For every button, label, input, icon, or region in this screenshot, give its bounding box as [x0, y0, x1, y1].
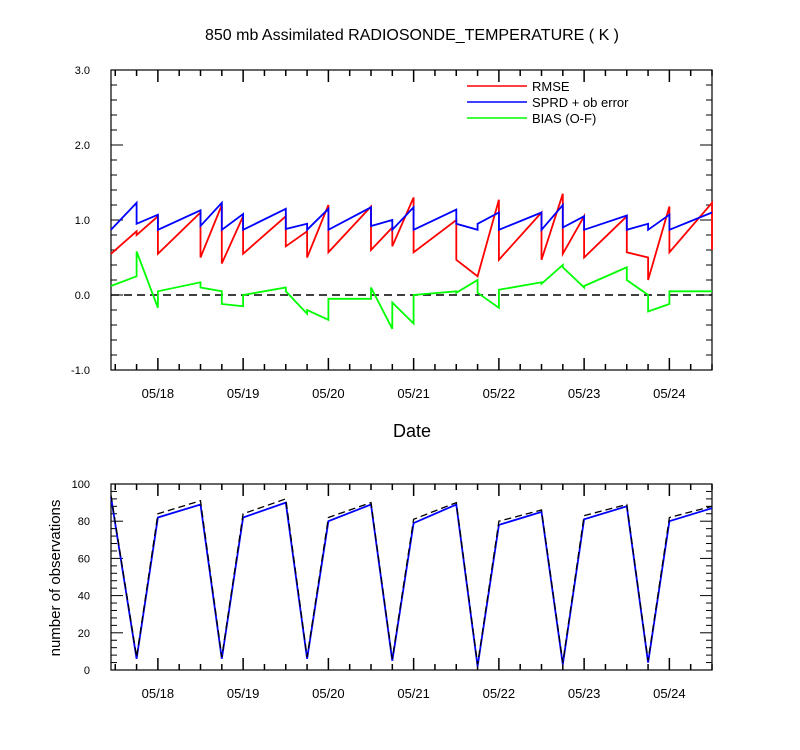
top-y-tick-label: 3.0 [75, 65, 90, 77]
bottom-plot-frame [110, 483, 713, 671]
top-y-tick-label: 1.0 [75, 215, 90, 227]
bottom-y-tick-label: 20 [78, 628, 90, 640]
bottom-x-tick-label: 05/19 [227, 686, 260, 701]
chart-title: 850 mb Assimilated RADIOSONDE_TEMPERATUR… [205, 27, 619, 44]
top-y-tick-label: 0.0 [75, 290, 90, 302]
top-x-tick-label: 05/19 [227, 386, 260, 401]
bottom-y-tick-label: 100 [72, 479, 90, 491]
bottom-y-tick-label: 0 [84, 665, 90, 677]
top-y-tick-label: 2.0 [75, 140, 90, 152]
legend: RMSE SPRD + ob error BIAS (O-F) [467, 79, 629, 126]
bottom-series-dashed-series [110, 495, 713, 665]
top-x-tick-label: 05/22 [483, 386, 516, 401]
bottom-x-tick-label: 05/23 [568, 686, 601, 701]
top-x-tick-label: 05/23 [568, 386, 601, 401]
top-series-bias-o-f [110, 251, 712, 330]
top-y-tick-label: -1.0 [71, 365, 90, 377]
top-series-sprd-ob-error [110, 200, 713, 233]
top-x-tick-label: 05/18 [142, 386, 175, 401]
legend-label-bias: BIAS (O-F) [532, 111, 596, 126]
bottom-x-tick-label: 05/18 [142, 686, 175, 701]
legend-label-sprd: SPRD + ob error [532, 95, 629, 110]
x-axis-label: Date [393, 421, 431, 441]
top-x-tick-label: 05/24 [653, 386, 686, 401]
top-x-tick-label: 05/20 [312, 386, 345, 401]
top-series-rmse [110, 193, 713, 281]
bottom-x-tick-label: 05/20 [312, 686, 345, 701]
bottom-y-tick-label: 60 [78, 553, 90, 565]
bottom-y-axis-label: number of observations [47, 500, 64, 657]
top-x-tick-label: 05/21 [397, 386, 430, 401]
legend-label-rmse: RMSE [532, 79, 570, 94]
bottom-y-tick-label: 40 [78, 591, 90, 603]
bottom-series-solid-series [110, 496, 713, 667]
bottom-x-tick-label: 05/22 [483, 686, 516, 701]
bottom-y-tick-label: 80 [78, 516, 90, 528]
bottom-x-tick-label: 05/21 [397, 686, 430, 701]
bottom-x-tick-label: 05/24 [653, 686, 686, 701]
